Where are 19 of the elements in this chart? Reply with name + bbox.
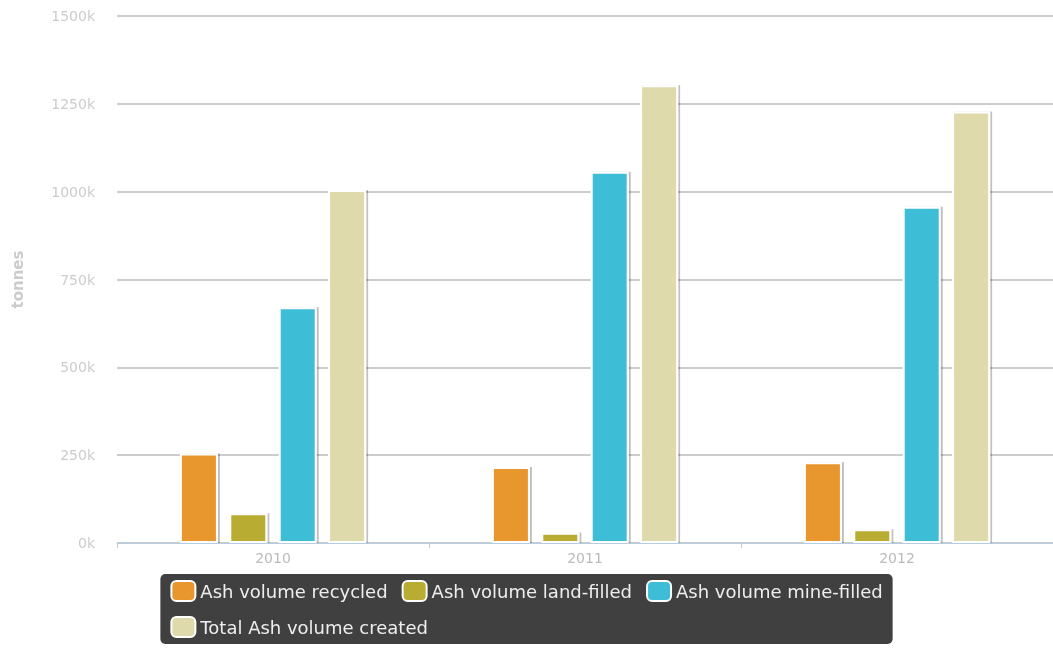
bar bbox=[902, 206, 941, 543]
legend-label: Total Ash volume created bbox=[199, 616, 428, 638]
bar bbox=[952, 111, 991, 543]
bar bbox=[803, 462, 842, 543]
x-tick-label: 2011 bbox=[567, 550, 603, 566]
bar bbox=[328, 189, 367, 543]
bar bbox=[853, 529, 892, 543]
legend-label: Ash volume mine-filled bbox=[676, 580, 883, 602]
legend-label: Ash volume recycled bbox=[200, 580, 388, 602]
bar bbox=[590, 171, 629, 543]
bar bbox=[229, 513, 268, 543]
bar bbox=[541, 532, 580, 543]
bar bbox=[491, 467, 530, 543]
legend-label: Ash volume land-filled bbox=[431, 580, 633, 602]
x-tick-label: 2012 bbox=[879, 550, 915, 566]
bar bbox=[640, 85, 679, 543]
bar bbox=[179, 453, 218, 543]
bar bbox=[278, 307, 317, 543]
x-tick-label: 2010 bbox=[255, 550, 291, 566]
